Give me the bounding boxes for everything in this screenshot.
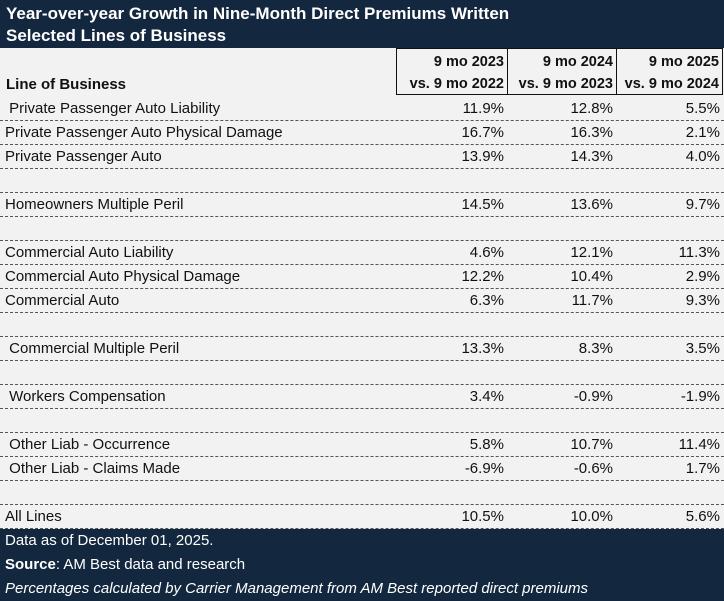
table-row: Workers Compensation 3.4% -0.9% -1.9%	[0, 385, 724, 409]
growth-value-cell: 5.5%	[685, 100, 720, 117]
column-header-line1: 9 mo 2025	[648, 54, 719, 70]
column-header-line2: vs. 9 mo 2022	[409, 76, 504, 92]
source-text: : AM Best data and research	[55, 556, 246, 573]
growth-value-cell: 13.9%	[461, 148, 504, 165]
growth-value-cell: 13.6%	[570, 196, 613, 213]
line-of-business-cell: Homeowners Multiple Peril	[5, 196, 184, 213]
table-title: Year-over-year Growth in Nine-Month Dire…	[6, 4, 510, 23]
table-row: Homeowners Multiple Peril 14.5% 13.6% 9.7%	[0, 193, 724, 217]
table-spacer-row	[0, 409, 724, 433]
source-note: Source: AM Best data and research	[5, 556, 245, 573]
title-band: Year-over-year Growth in Nine-Month Dire…	[0, 0, 724, 48]
growth-value-cell: 6.3%	[469, 292, 504, 309]
growth-value-cell: 5.8%	[469, 436, 504, 453]
source-label: Source	[5, 556, 56, 573]
growth-value-cell: 1.7%	[685, 460, 720, 477]
column-header-line2: vs. 9 mo 2024	[624, 76, 719, 92]
growth-value-cell: 4.0%	[685, 148, 720, 165]
growth-value-cell: 9.7%	[685, 196, 720, 213]
line-of-business-cell: Private Passenger Auto Physical Damage	[5, 124, 283, 141]
growth-value-cell: 11.9%	[462, 100, 504, 117]
table-row: Private Passenger Auto 13.9% 14.3% 4.0%	[0, 145, 724, 169]
table-row: All Lines 10.5% 10.0% 5.6%	[0, 505, 724, 529]
line-of-business-cell: Private Passenger Auto	[5, 148, 162, 165]
growth-value-cell: 12.8%	[570, 100, 613, 117]
growth-value-cell: 11.7%	[571, 292, 613, 309]
line-of-business-header: Line of Business	[6, 76, 127, 93]
line-of-business-cell: All Lines	[5, 508, 62, 525]
column-header-2025: 9 mo 2025 vs. 9 mo 2024	[616, 48, 723, 95]
line-of-business-cell: Commercial Auto Liability	[5, 244, 174, 261]
growth-value-cell: 4.6%	[469, 244, 504, 261]
table-row: Private Passenger Auto Liability 11.9% 12.…	[0, 97, 724, 121]
growth-value-cell: 9.3%	[685, 292, 720, 309]
table-row: Private Passenger Auto Physical Damage 16…	[0, 121, 724, 145]
growth-value-cell: 12.2%	[461, 268, 504, 285]
table-row: Other Liab - Claims Made -6.9% -0.6% 1.7%	[0, 457, 724, 481]
growth-value-cell: -6.9%	[464, 460, 504, 477]
line-of-business-cell: Workers Compensation	[5, 388, 166, 405]
line-of-business-cell: Commercial Auto	[5, 292, 120, 309]
growth-value-cell: 11.3%	[678, 244, 720, 261]
table-row: Other Liab - Occurrence 5.8% 10.7% 11.4%	[0, 433, 724, 457]
table-row: Commercial Auto Physical Damage 12.2% 10.4…	[0, 265, 724, 289]
table-spacer-row	[0, 169, 724, 193]
column-header-2023: 9 mo 2023 vs. 9 mo 2022	[396, 48, 508, 95]
table-spacer-row	[0, 313, 724, 337]
growth-value-cell: 3.5%	[685, 340, 720, 357]
growth-value-cell: 5.6%	[685, 508, 720, 525]
growth-value-cell: 10.4%	[570, 268, 613, 285]
growth-value-cell: 3.4%	[469, 388, 504, 405]
methodology-note: Percentages calculated by Carrier Manage…	[5, 580, 589, 597]
growth-value-cell: 8.3%	[578, 340, 613, 357]
table-spacer-row	[0, 217, 724, 241]
column-header-line2: vs. 9 mo 2023	[518, 76, 613, 92]
table-body: Private Passenger Auto Liability 11.9% 12.…	[0, 97, 724, 529]
growth-value-cell: 13.3%	[461, 340, 504, 357]
growth-value-cell: -0.6%	[573, 460, 613, 477]
growth-value-cell: 10.0%	[570, 508, 613, 525]
line-of-business-cell: Private Passenger Auto Liability	[5, 100, 221, 117]
table-row: Commercial Auto 6.3% 11.7% 9.3%	[0, 289, 724, 313]
line-of-business-cell: Other Liab - Occurrence	[5, 436, 171, 453]
table-row: Commercial Multiple Peril 13.3% 8.3% 3.5%	[0, 337, 724, 361]
line-of-business-cell: Commercial Auto Physical Damage	[5, 268, 241, 285]
column-header-line1: 9 mo 2024	[542, 54, 613, 70]
column-header-2024: 9 mo 2024 vs. 9 mo 2023	[507, 48, 617, 95]
growth-value-cell: 2.9%	[685, 268, 720, 285]
growth-value-cell: 2.1%	[685, 124, 720, 141]
growth-value-cell: -1.9%	[680, 388, 720, 405]
growth-value-cell: 16.3%	[570, 124, 613, 141]
table-subtitle: Selected Lines of Business	[6, 26, 227, 45]
growth-value-cell: 10.5%	[461, 508, 504, 525]
table-header: Line of Business 9 mo 2023 vs. 9 mo 2022…	[0, 48, 724, 97]
data-date-note: Data as of December 01, 2025.	[5, 532, 214, 549]
growth-value-cell: 16.7%	[461, 124, 504, 141]
growth-value-cell: -0.9%	[573, 388, 613, 405]
growth-value-cell: 14.3%	[570, 148, 613, 165]
growth-value-cell: 10.7%	[570, 436, 613, 453]
table-spacer-row	[0, 481, 724, 505]
column-header-line1: 9 mo 2023	[433, 54, 504, 70]
line-of-business-cell: Other Liab - Claims Made	[5, 460, 181, 477]
table-footer: Data as of December 01, 2025. Source: AM…	[0, 529, 724, 601]
line-of-business-cell: Commercial Multiple Peril	[5, 340, 180, 357]
table-row: Commercial Auto Liability 4.6% 12.1% 11.3%	[0, 241, 724, 265]
growth-value-cell: 11.4%	[678, 436, 720, 453]
table-spacer-row	[0, 361, 724, 385]
growth-value-cell: 12.1%	[570, 244, 613, 261]
growth-value-cell: 14.5%	[461, 196, 504, 213]
